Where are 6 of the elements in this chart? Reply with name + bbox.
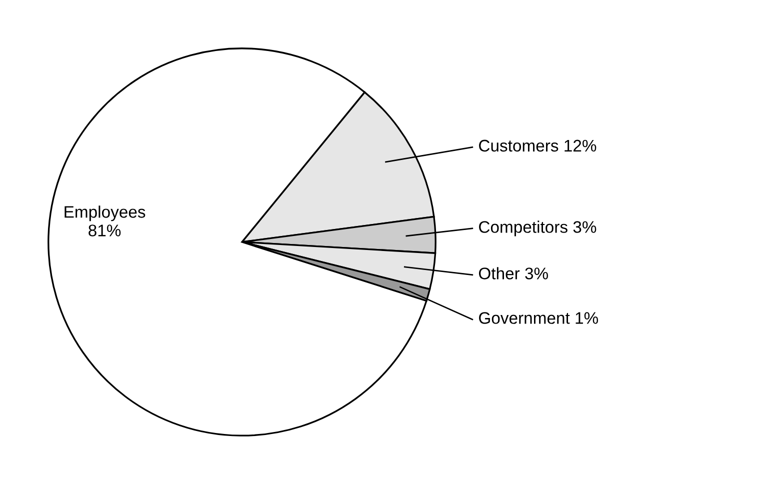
slice-label: Government 1% bbox=[479, 312, 598, 324]
slice-label: Employees bbox=[64, 206, 146, 222]
slice-label: Competitors 3% bbox=[479, 220, 596, 236]
slice-label: Customers 12% bbox=[479, 140, 596, 152]
slice-label: Other 3% bbox=[478, 267, 548, 280]
data-label: 81% bbox=[88, 224, 121, 236]
